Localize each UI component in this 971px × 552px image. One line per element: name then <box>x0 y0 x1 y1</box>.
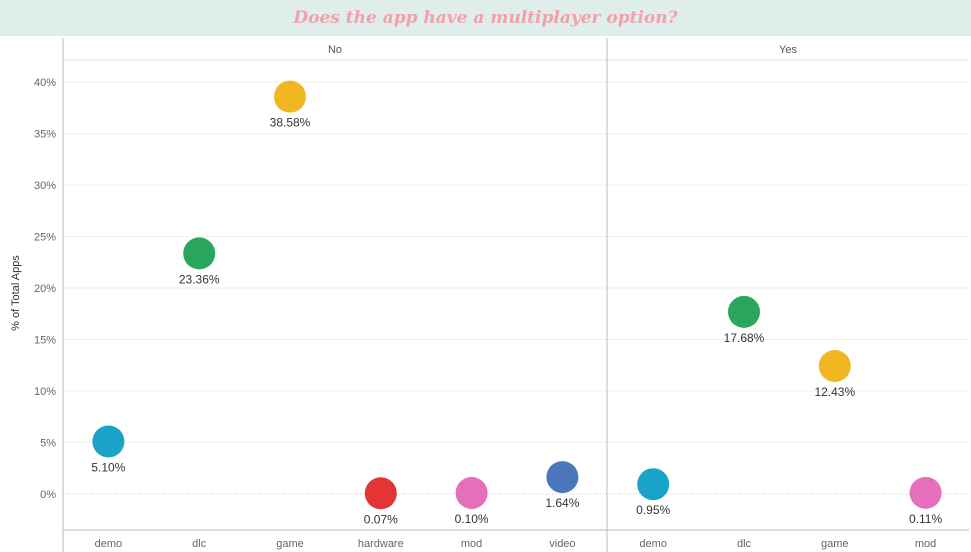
point-no-mod <box>455 476 488 509</box>
y-tick-label: 20% <box>34 283 56 295</box>
panel-header-yes: Yes <box>779 44 797 56</box>
panel-header-bg <box>63 38 969 60</box>
data-label: 17.68% <box>724 331 765 345</box>
point-yes-dlc <box>728 295 760 328</box>
x-tick-label: demo <box>95 538 123 550</box>
point-no-demo <box>92 425 125 458</box>
y-tick-label: 15% <box>34 335 56 347</box>
x-tick-label: dlc <box>192 538 207 550</box>
point-yes-mod <box>909 476 942 509</box>
point-yes-game <box>818 349 851 382</box>
x-tick-label: mod <box>461 538 482 550</box>
data-label: 0.95% <box>636 503 670 517</box>
data-label: 23.36% <box>179 272 220 286</box>
point-no-game <box>274 80 306 113</box>
x-tick-label: hardware <box>358 538 404 550</box>
data-label: 0.07% <box>364 512 398 526</box>
x-tick-label: video <box>549 538 575 550</box>
y-tick-label: 5% <box>40 438 56 450</box>
x-tick-label: game <box>276 538 304 550</box>
y-tick-label: 10% <box>34 386 56 398</box>
y-tick-label: 40% <box>34 77 56 89</box>
chart-title: Does the app have a multiplayer option? <box>293 8 678 28</box>
point-no-video <box>546 461 579 494</box>
point-no-hardware <box>364 477 397 510</box>
x-tick-label: demo <box>639 538 667 550</box>
x-tick-label: mod <box>915 538 936 550</box>
y-tick-label: 30% <box>34 180 56 192</box>
y-tick-label: 0% <box>40 489 56 501</box>
data-label: 0.10% <box>455 512 489 526</box>
y-tick-label: 25% <box>34 232 56 244</box>
data-label: 0.11% <box>909 512 942 526</box>
data-label: 1.64% <box>545 496 579 510</box>
data-label: 12.43% <box>814 385 855 399</box>
x-tick-label: dlc <box>737 538 752 550</box>
y-tick-label: 35% <box>34 129 56 141</box>
point-no-dlc <box>183 237 216 270</box>
x-tick-label: game <box>821 538 849 550</box>
panel-header-no: No <box>328 44 342 56</box>
data-label: 38.58% <box>270 116 311 130</box>
point-yes-demo <box>637 468 670 501</box>
chart-title-bar: Does the app have a multiplayer option? <box>0 0 971 36</box>
data-label: 5.10% <box>91 460 125 474</box>
